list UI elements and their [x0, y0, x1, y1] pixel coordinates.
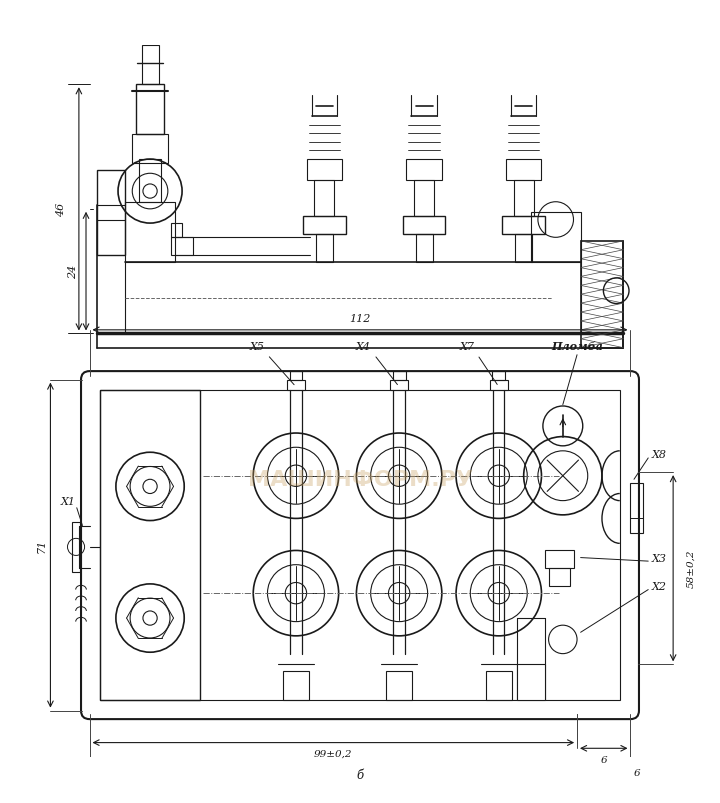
- Bar: [415, 234, 433, 263]
- Bar: [136, 85, 164, 135]
- Bar: [545, 551, 574, 569]
- Bar: [289, 372, 302, 380]
- Text: 58±0,2: 58±0,2: [686, 549, 695, 588]
- Text: Х7: Х7: [459, 342, 474, 352]
- Text: 24: 24: [68, 265, 78, 279]
- Text: Пломба: Пломба: [551, 340, 603, 352]
- Bar: [506, 160, 541, 181]
- Bar: [486, 671, 512, 700]
- Text: Х5: Х5: [249, 342, 264, 352]
- Text: Х4: Х4: [356, 342, 371, 352]
- Bar: [125, 202, 175, 263]
- Text: Х3: Х3: [652, 553, 667, 563]
- Bar: [515, 234, 532, 263]
- Bar: [414, 181, 434, 217]
- Text: 46: 46: [56, 202, 66, 217]
- Circle shape: [143, 479, 157, 494]
- Bar: [287, 380, 305, 391]
- Bar: [100, 391, 200, 700]
- Text: Х8: Х8: [652, 450, 667, 460]
- Bar: [72, 522, 81, 572]
- Text: 112: 112: [349, 313, 371, 324]
- Bar: [140, 160, 161, 202]
- Text: Х2: Х2: [652, 581, 667, 591]
- Bar: [390, 380, 408, 391]
- Text: 99±0,2: 99±0,2: [314, 748, 353, 757]
- Text: 71: 71: [37, 538, 47, 552]
- Bar: [406, 160, 442, 181]
- Text: б: б: [356, 768, 364, 781]
- Bar: [516, 665, 545, 700]
- Bar: [171, 238, 193, 256]
- Bar: [392, 372, 405, 380]
- Bar: [142, 46, 158, 85]
- Text: 6: 6: [600, 756, 607, 764]
- Circle shape: [143, 611, 157, 626]
- Bar: [503, 217, 545, 234]
- Bar: [132, 135, 168, 163]
- Bar: [549, 569, 570, 586]
- Bar: [580, 242, 624, 349]
- Bar: [531, 213, 580, 263]
- Bar: [490, 380, 508, 391]
- Bar: [96, 170, 125, 256]
- Text: 6: 6: [634, 768, 641, 777]
- Bar: [100, 391, 620, 700]
- Bar: [303, 217, 346, 234]
- Bar: [492, 372, 505, 380]
- Text: МАШИНФОРМ.РУ: МАШИНФОРМ.РУ: [248, 470, 472, 490]
- Bar: [402, 217, 446, 234]
- Bar: [283, 671, 309, 700]
- Bar: [307, 160, 342, 181]
- Text: Х1: Х1: [60, 496, 76, 506]
- Bar: [513, 181, 534, 217]
- Bar: [315, 181, 334, 217]
- FancyBboxPatch shape: [81, 372, 639, 719]
- Bar: [171, 224, 182, 238]
- Bar: [316, 234, 333, 263]
- Bar: [631, 483, 643, 533]
- Bar: [387, 671, 412, 700]
